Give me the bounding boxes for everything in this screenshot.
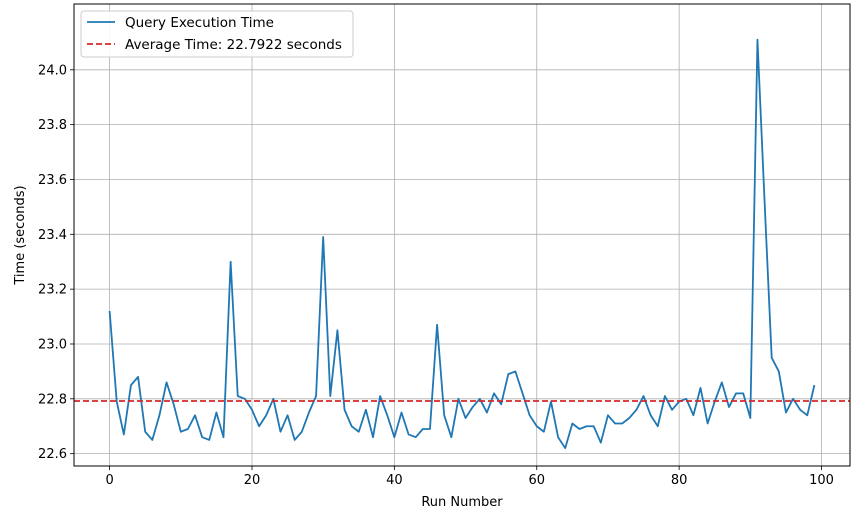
legend-box [80, 10, 354, 58]
grid [74, 4, 850, 466]
x-tick-label: 100 [809, 473, 834, 488]
y-tick-label: 23.4 [38, 228, 67, 243]
x-tick-label: 40 [386, 473, 403, 488]
y-tick-label: 23.2 [38, 283, 67, 298]
y-tick-label: 23.0 [38, 337, 67, 352]
x-tick-label: 80 [671, 473, 688, 488]
x-axis-label: Run Number [421, 495, 503, 510]
x-tick-label: 20 [244, 473, 261, 488]
x-tick-label: 60 [528, 473, 545, 488]
plot-frame [73, 3, 851, 467]
axis-ticks: 0 20 40 60 80 100 22.6 22.8 23.0 23.2 23.4 23.6 23.8… [38, 63, 834, 488]
series-layer [74, 38, 850, 450]
y-tick-label: 22.6 [38, 447, 67, 462]
y-tick-label: 23.6 [38, 173, 67, 188]
y-axis-label: Time (seconds) [13, 185, 28, 285]
y-tick-label: 22.8 [38, 392, 67, 407]
legend: Query Execution Time Average Time: 22.79… [80, 10, 354, 58]
y-tick-label: 23.8 [38, 118, 67, 133]
y-tick-label: 24.0 [38, 63, 67, 78]
series-line-query-time [108, 38, 816, 450]
x-tick-label: 0 [105, 473, 113, 488]
legend-label-query-time: Query Execution Time [125, 15, 274, 31]
legend-label-average: Average Time: 22.7922 seconds [125, 37, 342, 53]
